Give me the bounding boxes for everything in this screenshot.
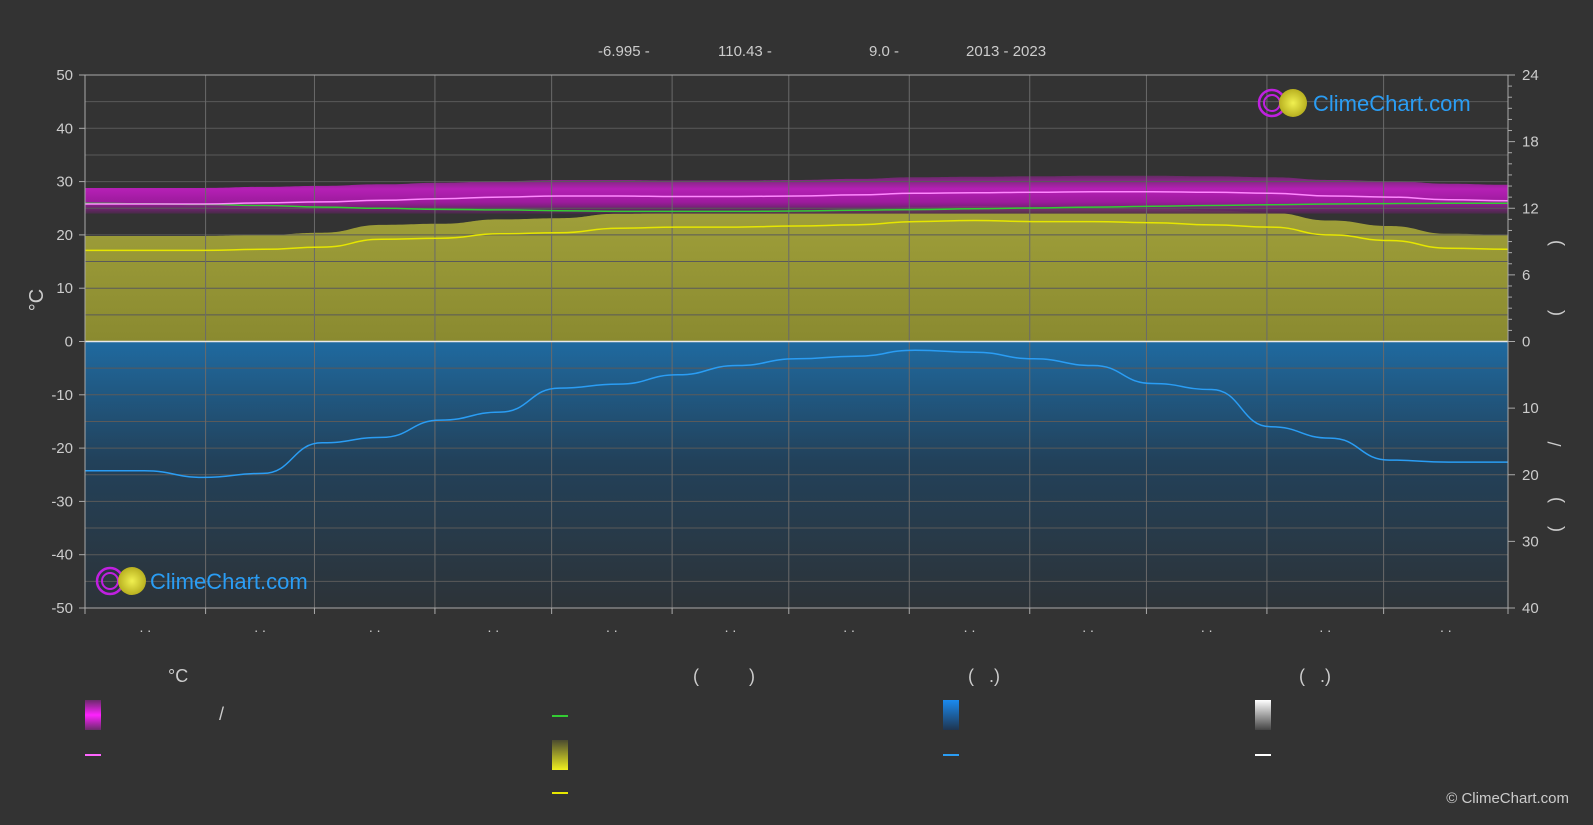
legend-rain-title: ( .)	[968, 666, 1000, 686]
y-tick-label: 0	[65, 334, 73, 351]
legend-swatches	[85, 700, 1271, 794]
y-tick-label: 10	[56, 280, 73, 297]
y-tick-label: -30	[51, 493, 73, 510]
x-tick-label: . .	[964, 619, 976, 635]
y-tick-label: -20	[51, 440, 73, 457]
x-tick-label: . .	[1440, 619, 1452, 635]
y-tick-label: -10	[51, 387, 73, 404]
precipitation-line	[85, 349, 1508, 479]
legend-separator: /	[219, 704, 225, 724]
logo-bottom: ClimeChart.com	[95, 566, 308, 596]
sunshine-swatch	[552, 740, 568, 770]
x-tick-label: . .	[254, 619, 266, 635]
right-axis-glyph: )	[1545, 497, 1565, 503]
x-tick-label: . .	[1319, 619, 1331, 635]
y-tick-label: 20	[56, 227, 73, 244]
x-tick-label: . .	[139, 619, 151, 635]
right-tick-label: 24	[1522, 67, 1539, 84]
right-tick-label: 30	[1522, 533, 1539, 550]
fills	[85, 175, 1508, 608]
right-tick-label: 18	[1522, 134, 1539, 151]
right-tick-label: 40	[1522, 600, 1539, 617]
x-tick-label: . .	[606, 619, 618, 635]
temp-range-swatch	[85, 700, 101, 730]
copyright: © ClimeChart.com	[1446, 790, 1569, 807]
temperature-range-band	[85, 175, 1508, 214]
sunshine-area	[85, 206, 1508, 342]
y-axis-label: °C	[26, 289, 48, 311]
logo-text: ClimeChart.com	[1313, 91, 1471, 116]
right-tick-label: 6	[1522, 267, 1530, 284]
y-tick-label: 50	[56, 67, 73, 84]
elevation-label: 9.0 -	[869, 43, 900, 60]
right-axis: 24 18 12 6 0 10 20 30 40	[1508, 67, 1539, 617]
legend-sun-title: ( )	[693, 666, 755, 686]
x-tick-label: . .	[725, 619, 737, 635]
right-axis-glyph: /	[1545, 441, 1565, 446]
x-tick-label: . .	[369, 619, 381, 635]
latitude-label: -6.995 -	[598, 43, 650, 60]
longitude-label: 110.43 -	[718, 43, 772, 60]
right-tick-label: 10	[1522, 400, 1539, 417]
sunshine-line	[84, 219, 1509, 252]
max-temperature-line	[85, 190, 1509, 205]
x-axis: . . . . . . . . . . . . . . . . . . . . . . . .	[84, 608, 1509, 635]
right-axis-labels: ) ( /) (	[1545, 240, 1565, 532]
y-tick-label: 30	[56, 174, 73, 191]
x-tick-label: . .	[1201, 619, 1213, 635]
legend-temperature-title: °C	[168, 666, 189, 686]
right-axis-glyph: (	[1545, 310, 1565, 316]
y-tick-label: 40	[56, 120, 73, 137]
right-tick-label: 12	[1522, 200, 1539, 217]
right-axis-glyph: (	[1545, 526, 1565, 532]
y-tick-label: -40	[51, 547, 73, 564]
logo-top: ClimeChart.com	[1257, 88, 1471, 118]
left-axis: 50 40 30 20 10 0 -10 -20 -30 -40 -50	[51, 67, 85, 617]
rain-swatch	[943, 700, 959, 730]
right-tick-label: 20	[1522, 467, 1539, 484]
x-tick-label: . .	[843, 619, 855, 635]
x-tick-label: . .	[1082, 619, 1094, 635]
logo-text: ClimeChart.com	[150, 569, 308, 594]
x-tick-label: . .	[487, 619, 499, 635]
daylight-line	[84, 202, 1509, 213]
y-tick-label: -50	[51, 600, 73, 617]
right-tick-label: 0	[1522, 334, 1530, 351]
years-label: 2013 - 2023	[966, 43, 1047, 60]
legend-snow-title: ( .)	[1299, 666, 1331, 686]
right-axis-glyph: )	[1545, 240, 1565, 246]
snow-swatch	[1255, 700, 1271, 730]
